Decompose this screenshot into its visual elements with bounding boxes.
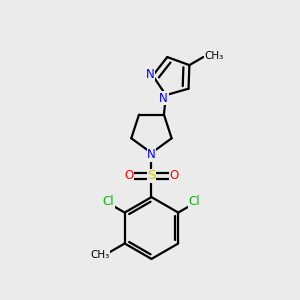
Text: CH₃: CH₃ <box>90 250 110 260</box>
Text: CH₃: CH₃ <box>204 50 223 61</box>
Text: Cl: Cl <box>103 195 114 208</box>
Text: S: S <box>147 169 156 182</box>
Text: N: N <box>159 92 168 105</box>
Text: Cl: Cl <box>189 195 200 208</box>
Text: O: O <box>124 169 134 182</box>
Text: O: O <box>169 169 178 182</box>
Text: N: N <box>146 68 154 81</box>
Text: N: N <box>147 148 156 161</box>
